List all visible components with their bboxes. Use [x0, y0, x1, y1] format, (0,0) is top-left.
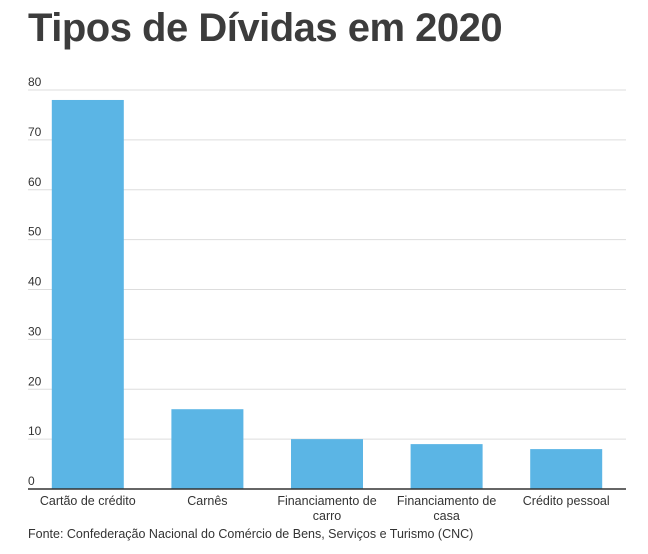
x-tick-label: Financiamento de casa — [397, 494, 496, 523]
bar — [410, 444, 483, 489]
bar — [291, 439, 363, 489]
y-tick-label: 40 — [28, 275, 42, 289]
chart-title: Tipos de Dívidas em 2020 — [28, 6, 503, 50]
gridlines — [28, 89, 626, 440]
bars — [51, 99, 603, 489]
y-tick-label: 20 — [28, 374, 42, 388]
bar — [51, 99, 124, 489]
y-tick-label: 50 — [28, 225, 42, 239]
x-tick-label: Carnês — [187, 494, 227, 508]
source-note: Fonte: Confederação Nacional do Comércio… — [28, 527, 474, 541]
bar — [530, 449, 603, 489]
y-tick-label: 10 — [28, 424, 42, 438]
x-tick-label: Cartão de crédito — [40, 494, 136, 508]
bar — [171, 409, 244, 489]
y-axis-tick-labels: 0 10 20 30 40 50 60 70 80 — [28, 75, 42, 488]
y-tick-label: 30 — [28, 324, 42, 338]
y-tick-label: 60 — [28, 175, 42, 189]
x-tick-label: Crédito pessoal — [523, 494, 610, 508]
y-tick-label: 70 — [28, 125, 42, 139]
y-tick-label: 0 — [28, 474, 35, 488]
y-tick-label: 80 — [28, 75, 42, 89]
x-axis-tick-labels: Cartão de crédito Carnês Financiamento de c… — [40, 494, 610, 523]
x-tick-label: Financiamento de carro — [277, 494, 376, 523]
